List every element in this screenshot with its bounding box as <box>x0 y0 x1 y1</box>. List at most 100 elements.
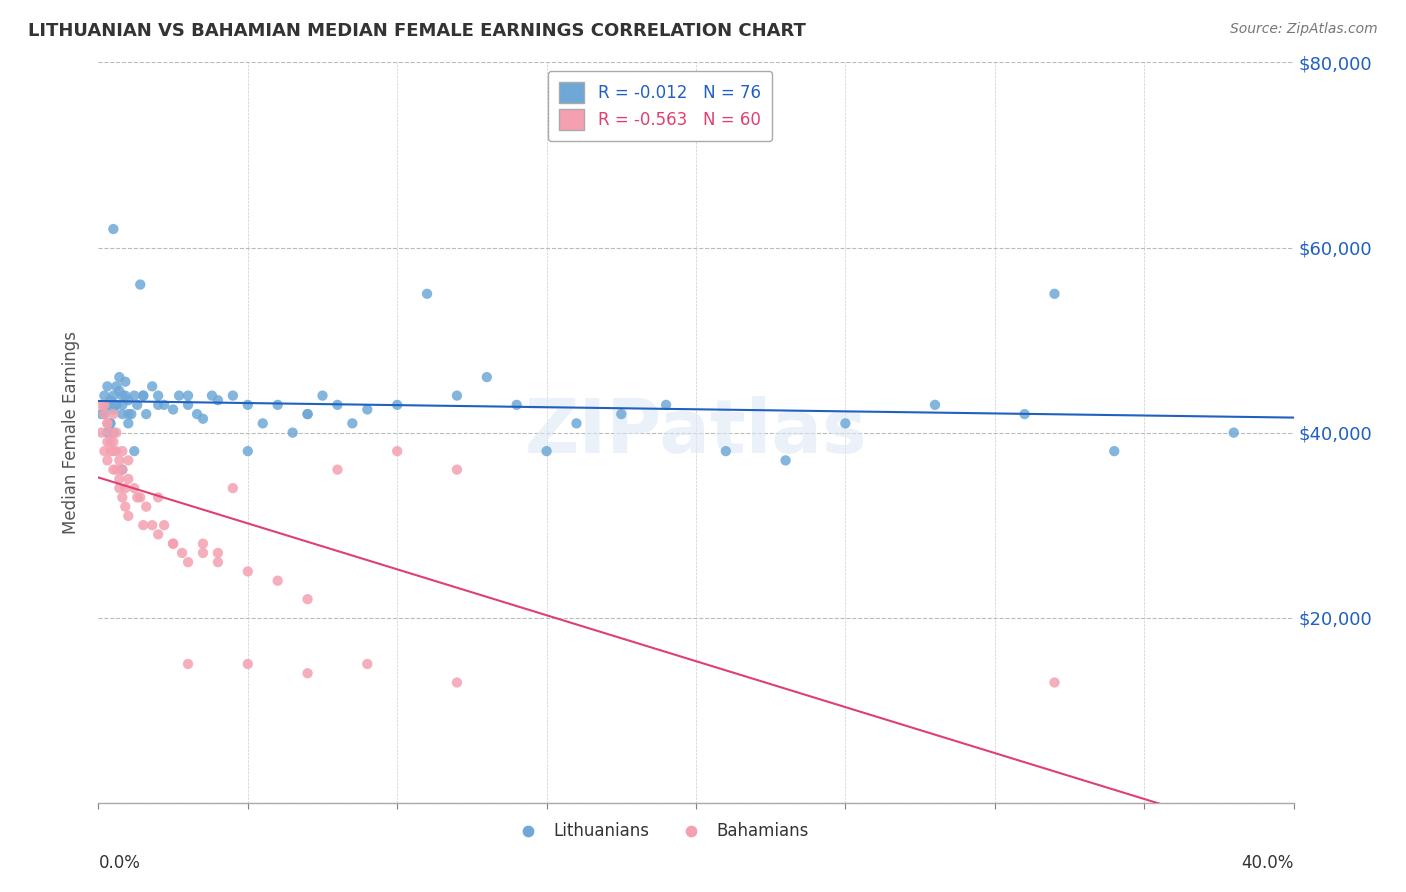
Point <box>1014 407 1036 421</box>
Text: LITHUANIAN VS BAHAMIAN MEDIAN FEMALE EARNINGS CORRELATION CHART: LITHUANIAN VS BAHAMIAN MEDIAN FEMALE EAR… <box>28 22 806 40</box>
Point <box>148 398 170 412</box>
Point <box>356 657 378 671</box>
Text: Source: ZipAtlas.com: Source: ZipAtlas.com <box>1230 22 1378 37</box>
Point <box>167 388 190 402</box>
Point <box>111 462 134 476</box>
Point <box>281 425 304 440</box>
Point <box>236 444 259 458</box>
Point <box>96 398 118 412</box>
Point <box>536 444 558 458</box>
Point <box>127 491 149 505</box>
Point <box>120 407 142 421</box>
Point <box>103 425 125 440</box>
Point <box>111 407 134 421</box>
Point <box>98 393 122 408</box>
Point <box>132 388 155 402</box>
Point <box>98 434 122 449</box>
Point <box>103 462 125 476</box>
Point <box>385 444 409 458</box>
Point <box>267 398 290 412</box>
Point <box>129 277 152 292</box>
Point <box>924 398 946 412</box>
Point <box>117 407 139 421</box>
Point <box>236 398 259 412</box>
Point <box>117 508 139 523</box>
Point <box>177 388 200 402</box>
Point <box>90 407 112 421</box>
Point <box>1043 286 1066 301</box>
Point <box>98 417 122 431</box>
Point <box>148 388 170 402</box>
Point <box>117 453 139 467</box>
Point <box>93 407 115 421</box>
Point <box>326 462 349 476</box>
Point <box>385 398 409 412</box>
Point <box>124 481 146 495</box>
Point <box>96 379 118 393</box>
Point <box>105 379 128 393</box>
Point <box>162 536 184 550</box>
Point <box>236 657 259 671</box>
Point <box>111 491 134 505</box>
Point <box>506 398 529 412</box>
Point <box>96 417 118 431</box>
Y-axis label: Median Female Earnings: Median Female Earnings <box>62 331 80 534</box>
Point <box>207 393 229 408</box>
Point <box>108 481 131 495</box>
Point <box>135 500 157 514</box>
Point <box>132 388 155 402</box>
Point <box>124 388 146 402</box>
Text: 40.0%: 40.0% <box>1241 854 1294 871</box>
Point <box>132 518 155 533</box>
Point <box>108 453 131 467</box>
Point <box>297 407 319 421</box>
Point <box>1223 425 1246 440</box>
Point <box>141 518 163 533</box>
Point <box>96 417 118 431</box>
Point <box>90 398 112 412</box>
Point <box>446 388 468 402</box>
Point <box>446 462 468 476</box>
Point <box>114 388 136 402</box>
Point <box>191 536 214 550</box>
Point <box>98 425 122 440</box>
Point <box>775 453 797 467</box>
Point <box>475 370 498 384</box>
Point <box>105 425 128 440</box>
Point <box>117 417 139 431</box>
Point <box>222 481 245 495</box>
Point <box>177 657 200 671</box>
Point <box>148 491 170 505</box>
Point <box>191 411 214 425</box>
Point <box>162 536 184 550</box>
Point <box>1043 675 1066 690</box>
Text: 0.0%: 0.0% <box>98 854 141 871</box>
Point <box>114 375 136 389</box>
Point <box>252 417 274 431</box>
Point <box>93 398 115 412</box>
Point <box>834 417 856 431</box>
Point <box>153 518 176 533</box>
Point <box>98 444 122 458</box>
Point <box>129 491 152 505</box>
Point <box>356 402 378 417</box>
Point <box>96 425 118 440</box>
Point <box>96 453 118 467</box>
Point <box>103 407 125 421</box>
Point <box>114 481 136 495</box>
Point <box>103 388 125 402</box>
Point <box>108 370 131 384</box>
Point <box>416 286 439 301</box>
Point <box>96 434 118 449</box>
Point <box>111 444 134 458</box>
Point <box>124 444 146 458</box>
Point <box>177 555 200 569</box>
Point <box>177 398 200 412</box>
Point <box>103 402 125 417</box>
Point <box>297 666 319 681</box>
Point <box>207 546 229 560</box>
Point <box>111 398 134 412</box>
Point <box>93 407 115 421</box>
Point <box>153 398 176 412</box>
Point <box>565 417 588 431</box>
